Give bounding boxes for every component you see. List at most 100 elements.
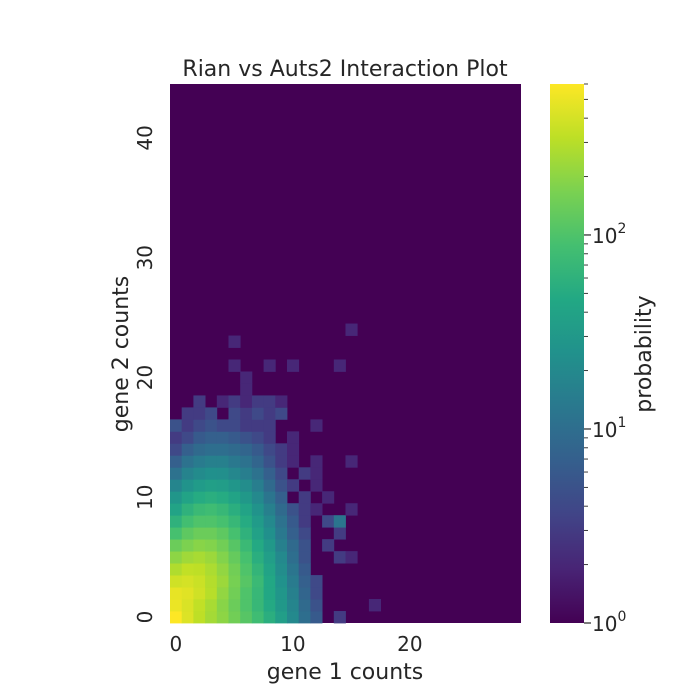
heatmap-cell: [205, 611, 218, 624]
heatmap-cell: [193, 551, 206, 564]
heatmap-cell: [240, 407, 253, 420]
heatmap-cell: [275, 587, 288, 600]
x-axis-ticks: 0 10 20: [169, 632, 422, 656]
y-tick-label: 40: [133, 125, 157, 150]
heatmap-cell: [228, 551, 241, 564]
heatmap-cell: [333, 515, 346, 528]
heatmap-cell: [345, 503, 358, 516]
heatmap-cell: [228, 527, 241, 540]
heatmap-cell: [263, 419, 276, 432]
heatmap-cell: [181, 503, 194, 516]
heatmap-cell: [193, 539, 206, 552]
heatmap-cell: [181, 467, 194, 480]
heatmap-cell: [287, 539, 300, 552]
heatmap-cell: [240, 455, 253, 468]
heatmap-cell: [181, 491, 194, 504]
heatmap-cell: [216, 563, 229, 576]
heatmap-cell: [251, 539, 264, 552]
heatmap-cell: [205, 443, 218, 456]
heatmap-cell: [251, 419, 264, 432]
heatmap-cell: [216, 467, 229, 480]
heatmap-cell: [170, 599, 183, 612]
y-axis-ticks: 0 10 20 30 40: [133, 125, 157, 623]
heatmap-cell: [287, 527, 300, 540]
heatmap-cell: [193, 515, 206, 528]
heatmap-cell: [310, 611, 323, 624]
heatmap-cell: [205, 491, 218, 504]
heatmap-cell: [170, 431, 183, 444]
heatmap-cell: [181, 539, 194, 552]
heatmap-cell: [228, 599, 241, 612]
heatmap-cell: [287, 599, 300, 612]
heatmap-cell: [263, 527, 276, 540]
heatmap-cell: [216, 539, 229, 552]
x-tick-label: 0: [169, 632, 182, 656]
heatmap-cell: [275, 575, 288, 588]
heatmap-cell: [240, 479, 253, 492]
heatmap-cell: [251, 443, 264, 456]
heatmap-cell: [287, 515, 300, 528]
heatmap-cell: [216, 431, 229, 444]
heatmap-cell: [170, 467, 183, 480]
heatmap-cell: [275, 539, 288, 552]
heatmap-cell: [228, 335, 241, 348]
heatmap-cell: [181, 599, 194, 612]
heatmap-cell: [228, 587, 241, 600]
heatmap-cell: [240, 443, 253, 456]
heatmap-cell: [216, 587, 229, 600]
heatmap-cell: [181, 563, 194, 576]
heatmap-cell: [251, 455, 264, 468]
heatmap-cell: [251, 491, 264, 504]
heatmap-cell: [287, 443, 300, 456]
heatmap-cell: [275, 527, 288, 540]
heatmap-cell: [216, 491, 229, 504]
colorbar-minor-ticks: [584, 83, 588, 566]
heatmap-cell: [228, 407, 241, 420]
heatmap-cell: [275, 479, 288, 492]
heatmap-cell: [275, 395, 288, 408]
heatmap-cell: [240, 587, 253, 600]
heatmap-cell: [216, 419, 229, 432]
heatmap-cell: [287, 575, 300, 588]
heatmap-cell: [170, 527, 183, 540]
heatmap-cell: [170, 539, 183, 552]
heatmap-cell: [298, 575, 311, 588]
heatmap-cell: [205, 407, 218, 420]
heatmap-cell: [193, 527, 206, 540]
heatmap-cell: [205, 419, 218, 432]
heatmap-cell: [181, 479, 194, 492]
heatmap-cell: [275, 407, 288, 420]
heatmap-cell: [240, 515, 253, 528]
heatmap-cell: [205, 563, 218, 576]
heatmap-cell: [240, 563, 253, 576]
colorbar-tick-exponent: 2: [617, 221, 626, 237]
heatmap-cell: [287, 503, 300, 516]
heatmap-cell: [251, 431, 264, 444]
heatmap-cell: [216, 479, 229, 492]
heatmap-cell: [193, 575, 206, 588]
heatmap-cell: [228, 419, 241, 432]
heatmap-cell: [216, 395, 229, 408]
colorbar-tick-label: 100: [592, 609, 626, 636]
colorbar: [550, 84, 584, 623]
colorbar-tick-exponent: 1: [617, 415, 626, 431]
heatmap-cell: [205, 551, 218, 564]
heatmap-cell: [263, 515, 276, 528]
heatmap-cell: [298, 563, 311, 576]
heatmap-cell: [193, 455, 206, 468]
colorbar-label: probability: [632, 295, 657, 412]
y-tick-label: 0: [133, 611, 157, 624]
heatmap-cell: [310, 479, 323, 492]
heatmap-cell: [193, 419, 206, 432]
heatmap-cell: [345, 551, 358, 564]
heatmap-cell: [287, 587, 300, 600]
heatmap-cell: [228, 491, 241, 504]
heatmap-cell: [251, 563, 264, 576]
heatmap-cell: [275, 551, 288, 564]
heatmap-cell: [205, 479, 218, 492]
heatmap-cell: [216, 611, 229, 624]
heatmap-cell: [263, 599, 276, 612]
y-axis-label: gene 2 counts: [109, 276, 134, 433]
colorbar-tick-exponent: 0: [617, 609, 626, 625]
heatmap-cell: [170, 419, 183, 432]
